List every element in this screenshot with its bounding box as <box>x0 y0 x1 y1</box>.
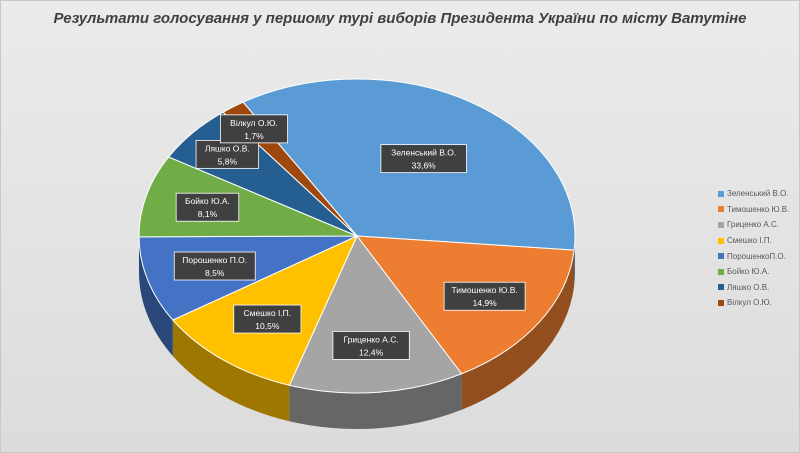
legend-swatch <box>718 237 724 244</box>
pie-side-tymoshenko <box>461 250 575 410</box>
pie-slice-hrytsenko <box>288 235 463 394</box>
pie-side-poroshenko <box>139 236 173 357</box>
data-label-value: 33,6% <box>412 161 437 171</box>
data-label-box <box>219 114 288 144</box>
chart-title: Результати голосування у першому турі ви… <box>53 10 747 27</box>
legend-swatch <box>718 284 724 291</box>
legend-item-liashko: Ляшко О.В. <box>718 280 789 296</box>
data-label-value: 12,4% <box>359 347 384 357</box>
legend-label: Гриценко А.С. <box>727 220 779 230</box>
data-label-value: 8,5% <box>205 268 225 278</box>
data-label-liashko: Ляшко О.В. 5,8% <box>195 139 260 169</box>
data-label-name: Тимошенко Ю.В. <box>451 285 517 295</box>
data-label-name: Смешко І.П. <box>244 308 292 318</box>
legend-swatch <box>718 190 724 197</box>
chart-legend: Зеленський В.О. Тимошенко Ю.В. Гриценко А.… <box>718 186 789 311</box>
data-label-value: 8,1% <box>198 209 218 219</box>
data-label-zelenskyi: Зеленський В.О. 33,6% <box>380 144 467 174</box>
legend-label: Зеленський В.О. <box>727 189 789 199</box>
data-label-value: 5,8% <box>218 156 238 166</box>
legend-item-smeshko: Смешко І.П. <box>718 233 789 249</box>
data-label-poroshenko: Порошенко П.О. 8,5% <box>173 251 256 281</box>
data-label-box <box>233 304 302 334</box>
legend-swatch <box>718 299 724 306</box>
legend-item-vilkul: Вілкул О.Ю. <box>718 295 789 311</box>
data-label-smeshko: Смешко І.П. 10,5% <box>233 304 302 334</box>
data-label-vilkul: Вілкул О.Ю. 1,7% <box>219 114 288 144</box>
data-label-name: Порошенко П.О. <box>182 255 247 265</box>
legend-label: Ляшко О.В. <box>727 282 770 292</box>
legend-label: Вілкул О.Ю. <box>727 298 772 308</box>
data-label-value: 1,7% <box>244 131 264 141</box>
legend-item-poroshenko: ПорошенкоП.О. <box>718 248 789 264</box>
legend-label: Смешко І.П. <box>727 236 772 246</box>
data-label-box <box>175 192 240 222</box>
legend-swatch <box>718 268 724 275</box>
legend-item-zelenskyi: Зеленський В.О. <box>718 186 789 202</box>
data-label-tymoshenko: Тимошенко Ю.В. 14,9% <box>443 281 526 311</box>
data-label-box <box>332 331 410 360</box>
data-label-value: 14,9% <box>473 298 498 308</box>
pie-side-smeshko <box>172 320 290 422</box>
legend-item-boiko: Бойко Ю.А. <box>718 264 789 280</box>
legend-swatch <box>718 221 724 228</box>
legend-item-hrytsenko: Гриценко А.С. <box>718 217 789 233</box>
pie-side-hrytsenko <box>289 373 462 430</box>
data-label-boiko: Бойко Ю.А. 8,1% <box>175 192 240 222</box>
data-label-name: Ляшко О.В. <box>205 143 250 153</box>
legend-label: Тимошенко Ю.В. <box>727 204 790 214</box>
data-label-name: Вілкул О.Ю. <box>230 118 278 128</box>
legend-label: Бойко Ю.А. <box>727 267 770 277</box>
data-label-hrytsenko: Гриценко А.С. 12,4% <box>332 331 410 360</box>
data-label-name: Бойко Ю.А. <box>185 196 230 206</box>
legend-item-tymoshenko: Тимошенко Ю.В. <box>718 202 789 218</box>
data-label-value: 10,5% <box>255 321 280 331</box>
legend-label: ПорошенкоП.О. <box>727 251 786 261</box>
data-label-name: Гриценко А.С. <box>343 334 398 344</box>
legend-swatch <box>718 253 724 260</box>
data-label-box <box>380 144 467 174</box>
data-label-box <box>443 281 526 311</box>
legend-swatch <box>718 206 724 213</box>
data-label-name: Зеленський В.О. <box>391 148 456 158</box>
data-label-box <box>173 251 256 281</box>
